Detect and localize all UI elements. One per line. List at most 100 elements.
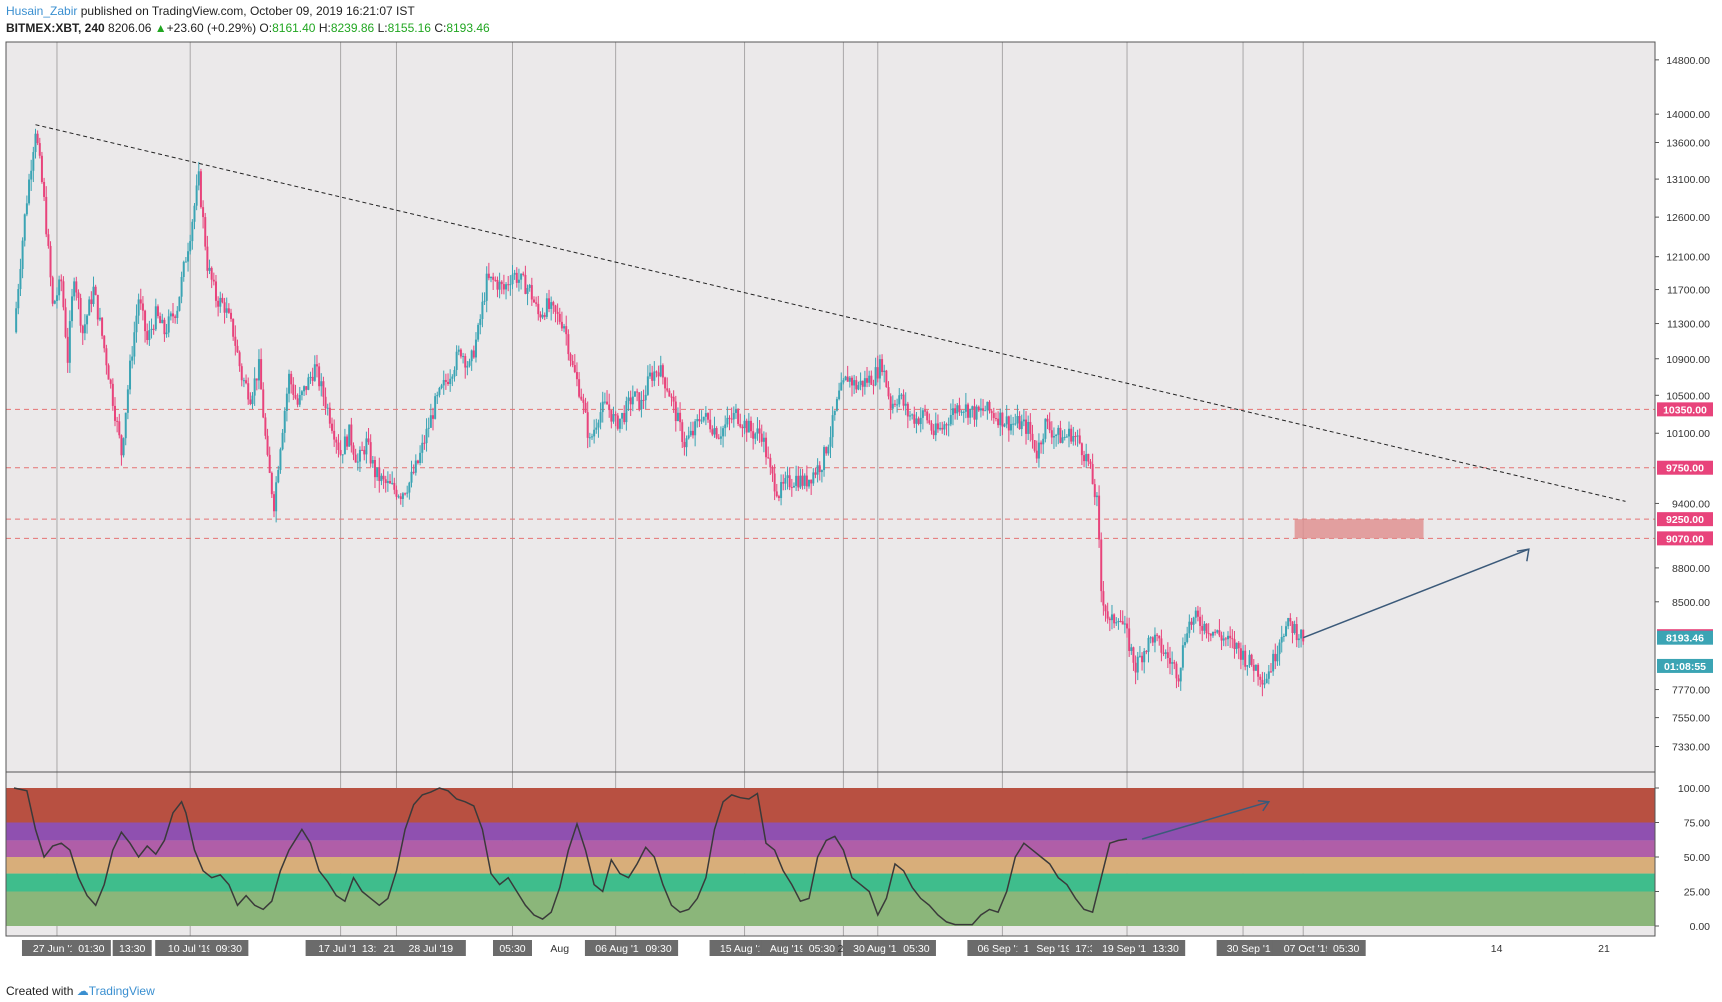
candle-body bbox=[661, 365, 664, 378]
candle-body bbox=[221, 297, 224, 303]
tradingview-logo-icon[interactable]: ☁ bbox=[76, 984, 89, 998]
candle-body bbox=[118, 421, 121, 436]
candle-body bbox=[1179, 667, 1182, 682]
candle-body bbox=[1009, 423, 1012, 431]
open-value: 8161.40 bbox=[272, 21, 316, 35]
candle-body bbox=[586, 412, 589, 438]
candle-body bbox=[629, 397, 632, 405]
candle-body bbox=[187, 251, 190, 262]
candle-body bbox=[1113, 614, 1116, 624]
candle-body bbox=[1027, 421, 1030, 434]
candle-body bbox=[1188, 621, 1191, 634]
candle-body bbox=[876, 367, 879, 379]
candle-body bbox=[649, 372, 652, 377]
candle-body bbox=[1175, 663, 1178, 679]
candle-body bbox=[444, 379, 447, 382]
candle-body bbox=[739, 423, 742, 427]
candle-body bbox=[272, 494, 275, 512]
candle-body bbox=[709, 419, 712, 430]
candle-body bbox=[597, 422, 600, 428]
price-tag-box bbox=[1657, 531, 1713, 546]
y-tick-label: 13600.00 bbox=[1666, 137, 1710, 149]
price-tag-box bbox=[1657, 630, 1713, 645]
candle-body bbox=[588, 437, 591, 439]
candle-body bbox=[472, 350, 475, 358]
candle-body bbox=[644, 394, 647, 401]
trendline[interactable] bbox=[35, 124, 1626, 502]
price-axis[interactable]: 14800.00 14000.00 13600.00 13100.00 12600.00… bbox=[1655, 55, 1710, 754]
candle-body bbox=[932, 430, 935, 436]
time-label-text: 28 Jul '19 bbox=[409, 943, 454, 955]
candle-body bbox=[1201, 625, 1204, 631]
candle-body bbox=[150, 328, 153, 331]
candle-body bbox=[543, 314, 546, 317]
oscillator-arrow[interactable] bbox=[1141, 800, 1271, 840]
candle-body bbox=[1252, 664, 1255, 671]
tradingview-brand[interactable]: TradingView bbox=[88, 984, 155, 998]
candle-body bbox=[1153, 634, 1156, 643]
oscillator-axis[interactable]: 100.00 75.00 50.00 25.00 0.00 bbox=[1655, 783, 1710, 933]
candle-body bbox=[225, 308, 228, 313]
candle-body bbox=[788, 475, 791, 488]
candle-body bbox=[853, 380, 856, 386]
candle-body bbox=[1050, 430, 1053, 438]
candle-body bbox=[1005, 416, 1008, 425]
candle-body bbox=[1248, 654, 1251, 666]
candle-body bbox=[707, 413, 710, 420]
candle-body bbox=[167, 316, 170, 333]
candle-body bbox=[242, 380, 245, 382]
candle-body bbox=[122, 438, 125, 456]
y-tick-label: 9400.00 bbox=[1672, 498, 1710, 510]
candle-body bbox=[40, 155, 43, 183]
candle-body bbox=[393, 482, 396, 490]
candle-body bbox=[178, 296, 181, 311]
candle-body bbox=[1095, 495, 1098, 498]
candle-body bbox=[537, 303, 540, 315]
candle-body bbox=[21, 240, 24, 269]
candle-body bbox=[861, 380, 864, 387]
candle-body bbox=[285, 393, 288, 411]
candle-body bbox=[431, 415, 434, 419]
candle-body bbox=[133, 332, 136, 357]
time-label-text: 30 Sep '19 bbox=[1227, 943, 1277, 955]
candle-body bbox=[483, 300, 486, 302]
candle-body bbox=[623, 413, 626, 423]
candle-body bbox=[412, 471, 415, 473]
candle-body bbox=[769, 457, 772, 468]
candle-body bbox=[262, 389, 265, 418]
candle-body bbox=[786, 475, 789, 478]
candle-body bbox=[217, 300, 220, 307]
candle-body bbox=[517, 279, 520, 283]
candle-body bbox=[1181, 645, 1184, 668]
candle-body bbox=[1222, 638, 1225, 641]
low-value: 8155.16 bbox=[387, 21, 431, 35]
candle-body bbox=[1224, 638, 1227, 640]
candle-body bbox=[850, 377, 853, 386]
price-tag: 8193.46 bbox=[1657, 630, 1713, 645]
candle-body bbox=[255, 378, 258, 381]
time-label-box bbox=[209, 940, 249, 956]
time-label-box bbox=[761, 940, 814, 956]
author-link[interactable]: Husain_Zabir bbox=[6, 4, 78, 18]
candle-body bbox=[410, 471, 413, 483]
candle-body bbox=[741, 426, 744, 429]
candle-body bbox=[116, 420, 119, 422]
price-tag-box bbox=[1657, 658, 1713, 673]
candle-body bbox=[606, 401, 609, 405]
projection-arrow[interactable] bbox=[1302, 548, 1530, 639]
candle-body bbox=[893, 403, 896, 405]
price-tag-label: 8193.46 bbox=[1666, 633, 1704, 645]
candle-body bbox=[408, 482, 411, 493]
candle-body bbox=[1207, 633, 1210, 635]
candle-body bbox=[777, 496, 780, 499]
candle-body bbox=[348, 424, 351, 447]
candle-body bbox=[943, 424, 946, 430]
candle-body bbox=[599, 412, 602, 423]
candle-body bbox=[154, 306, 157, 330]
candle-body bbox=[584, 402, 587, 413]
candle-body bbox=[490, 276, 493, 279]
oscillator-band bbox=[6, 788, 1655, 823]
oscillator-band bbox=[6, 822, 1655, 841]
